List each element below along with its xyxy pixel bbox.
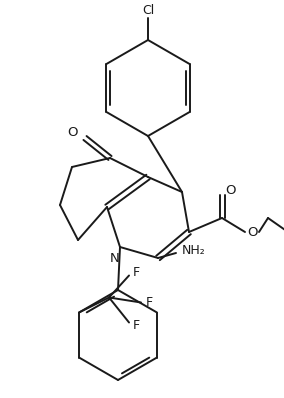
Text: F: F: [145, 296, 153, 309]
Text: O: O: [68, 125, 78, 139]
Text: F: F: [132, 319, 140, 332]
Text: O: O: [225, 183, 235, 197]
Text: F: F: [132, 266, 140, 279]
Text: Cl: Cl: [142, 4, 154, 16]
Text: N: N: [110, 252, 120, 265]
Text: NH₂: NH₂: [182, 244, 206, 258]
Text: O: O: [248, 226, 258, 238]
